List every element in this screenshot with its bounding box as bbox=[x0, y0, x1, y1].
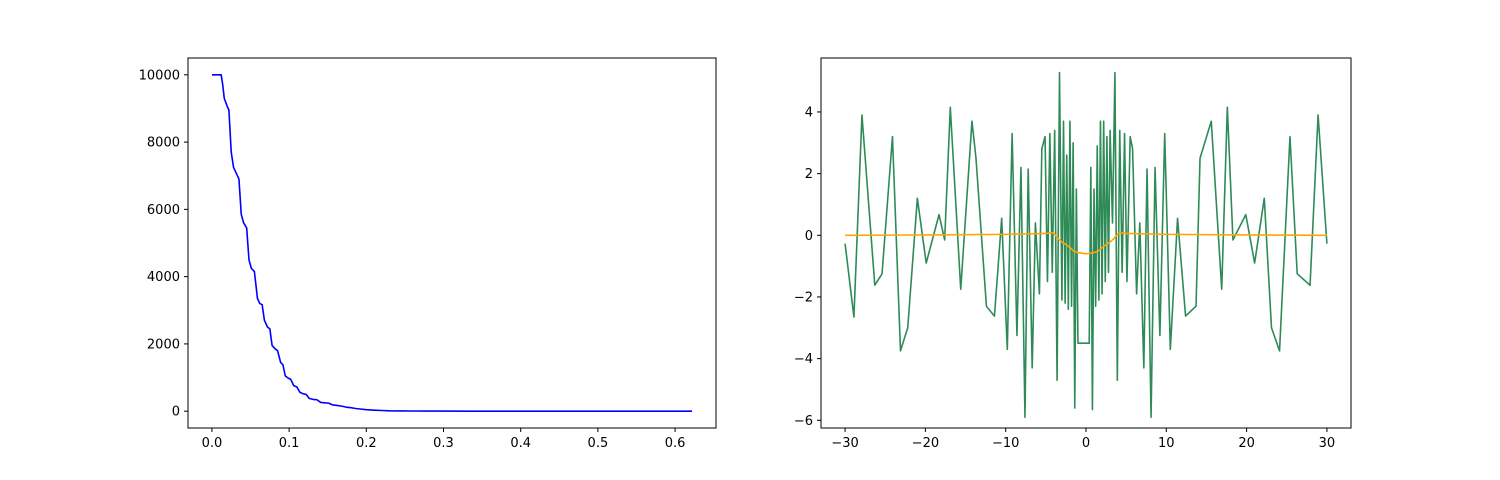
series-line-0-0 bbox=[211, 74, 693, 412]
x-tick-label: 0.0 bbox=[202, 436, 223, 451]
x-tick-label: −20 bbox=[912, 436, 939, 451]
y-tick-label: 10000 bbox=[139, 68, 180, 83]
y-tick-label: 2000 bbox=[147, 337, 180, 352]
x-tick-label: 0.4 bbox=[510, 436, 531, 451]
x-tick-label: 0.3 bbox=[433, 436, 454, 451]
left-subplot: 0.0 0.1 0.2 0.3 0.4 0.5 0.6 0 2000 4000 6000 8000 10… bbox=[139, 57, 717, 451]
x-tick-label: −10 bbox=[992, 436, 1019, 451]
axes-frame bbox=[820, 57, 1352, 429]
y-tick-label: 0 bbox=[805, 229, 813, 244]
x-tick-label: −30 bbox=[831, 436, 858, 451]
y-tick-label: 2 bbox=[805, 167, 813, 182]
y-tick-label: −6 bbox=[794, 414, 813, 429]
x-tick-label: 0.6 bbox=[665, 436, 686, 451]
x-tick-label: 20 bbox=[1238, 436, 1255, 451]
y-tick-label: 4000 bbox=[147, 270, 180, 285]
series-line-1-0 bbox=[844, 71, 1328, 419]
axes-frame bbox=[187, 57, 717, 429]
series-line-1-1 bbox=[845, 232, 1327, 255]
x-tick-label: 10 bbox=[1158, 436, 1175, 451]
y-tick-label: 6000 bbox=[147, 203, 180, 218]
x-tick-label: 0.2 bbox=[356, 436, 377, 451]
y-tick-label: 0 bbox=[172, 405, 180, 420]
y-tick-label: −4 bbox=[794, 352, 813, 367]
x-tick-label: 0.5 bbox=[588, 436, 609, 451]
y-tick-label: −2 bbox=[794, 290, 813, 305]
x-tick-label: 0.1 bbox=[279, 436, 300, 451]
x-tick-label: 0 bbox=[1082, 436, 1090, 451]
x-tick-label: 30 bbox=[1319, 436, 1336, 451]
y-tick-label: 8000 bbox=[147, 136, 180, 151]
y-tick-label: 4 bbox=[805, 105, 813, 120]
